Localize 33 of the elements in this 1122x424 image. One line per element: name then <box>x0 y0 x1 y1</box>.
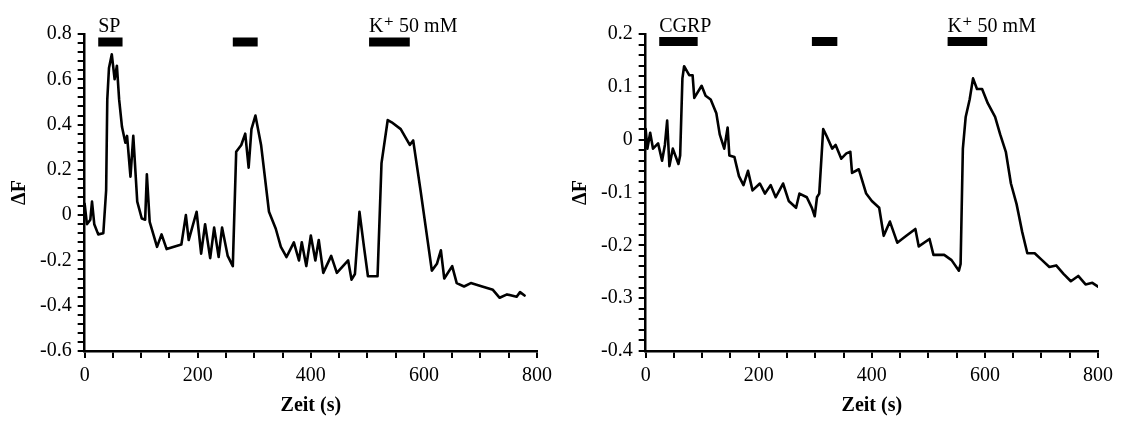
y-tick-label: 0.2 <box>607 21 633 44</box>
y-tick-label: 0.1 <box>607 74 633 97</box>
x-tick-label: 200 <box>182 363 213 386</box>
x-tick-label: 800 <box>522 363 552 386</box>
y-tick-label: 0.6 <box>46 66 72 89</box>
y-tick-label: 0 <box>622 126 633 149</box>
y-tick-label: 0.2 <box>46 157 72 180</box>
y-tick-label: 0.4 <box>46 111 72 134</box>
x-tick-label: 0 <box>640 363 651 386</box>
x-tick-label: 600 <box>969 363 1000 386</box>
y-axis-title: ΔF <box>7 180 30 205</box>
series-label: K⁺ 50 mM <box>947 13 1037 36</box>
x-tick-label: 200 <box>743 363 774 386</box>
y-tick-label: 0.8 <box>46 21 72 44</box>
y-tick-label: -0.4 <box>600 338 633 361</box>
x-tick-label: 600 <box>408 363 439 386</box>
y-tick-label: -0.1 <box>600 179 633 202</box>
y-tick-label: 0 <box>61 202 72 225</box>
x-axis-title: Zeit (s) <box>280 393 342 417</box>
legend-label: SP <box>98 14 121 37</box>
x-axis-title: Zeit (s) <box>841 393 903 417</box>
series-label: K⁺ 50 mM <box>369 14 458 37</box>
legend-label: CGRP <box>659 13 712 36</box>
y-tick-label: -0.2 <box>600 232 633 255</box>
x-tick-label: 400 <box>295 363 326 386</box>
y-tick-label: -0.2 <box>39 247 72 270</box>
x-tick-label: 400 <box>856 363 887 386</box>
y-tick-label: -0.6 <box>39 338 72 361</box>
x-tick-label: 800 <box>1083 363 1113 386</box>
y-tick-label: -0.4 <box>39 292 72 315</box>
x-tick-label: 0 <box>79 363 90 386</box>
y-tick-label: -0.3 <box>600 285 633 308</box>
y-axis-title: ΔF <box>568 180 591 205</box>
